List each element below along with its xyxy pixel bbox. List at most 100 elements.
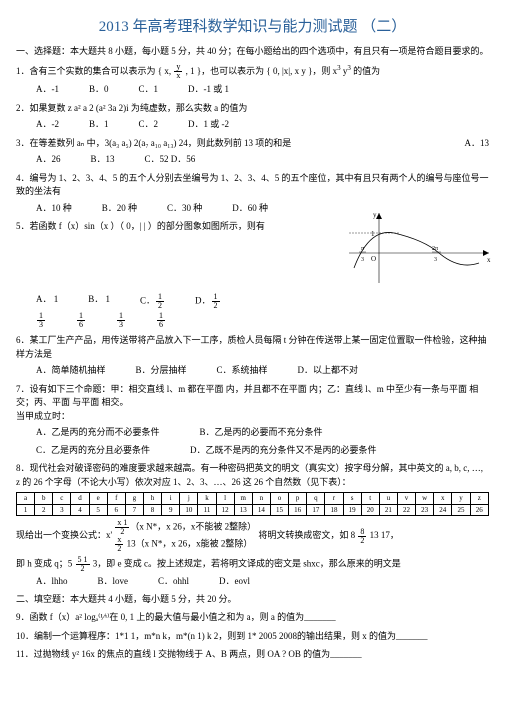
q4-optD: D．60 种 (232, 202, 268, 216)
q5-f2: 16 (76, 312, 86, 329)
cipher-cell: e (89, 493, 107, 504)
q5-text: 5．若函数 f（x）sin（x ）（ 0，| | (16, 221, 148, 231)
q1-optA: A．-1 (36, 83, 59, 97)
q5-options-row1: A． 1 B． 1 C．12 D．12 (36, 293, 489, 310)
cipher-cell: 4 (71, 504, 89, 515)
q3-options: A．26 B．13 C．52 D．56 (36, 153, 489, 167)
cipher-cell: 9 (162, 504, 180, 515)
q7-options-row2: C．乙是丙的充分且必要条件 D．乙既不是丙的充分条件又不是丙的必要条件 (36, 444, 489, 458)
cipher-cell: 12 (216, 504, 234, 515)
cipher-cell: v (397, 493, 415, 504)
cipher-cell: j (180, 493, 198, 504)
q6-optA: A．简单随机抽样 (36, 364, 106, 378)
cipher-cell: x (434, 493, 452, 504)
svg-text:y: y (373, 211, 377, 219)
question-6: 6．某工厂生产产品，用传送带将产品放入下一工序，质检人员每隔 t 分钟在传送带上… (16, 334, 489, 361)
q1-set1b: , 1 }，也可以表示为 { 0, |x|, x y }，则 x (186, 66, 338, 76)
question-9: 9．函数 f（x）a² logₐ⁽¹⁄ˣ⁾在 0, 1 上的最大值与最小值之和为… (16, 611, 489, 625)
q7-optC: C．乙是丙的充分且必要条件 (36, 444, 150, 458)
q8-optB: B．love (98, 575, 129, 589)
cipher-cell: 22 (397, 504, 415, 515)
cipher-cell: d (71, 493, 89, 504)
q8-optA: A．lhho (36, 575, 68, 589)
question-2: 2．如果复数 z a² a 2 (a² 3a 2)i 为纯虚数，那么实数 a 的… (16, 102, 489, 116)
q8-options: A．lhho B．love C．ohhl D．eovl (36, 575, 489, 589)
q6-optD: D．以上都不对 (298, 364, 359, 378)
svg-text:1: 1 (371, 230, 375, 238)
cipher-cell: 20 (361, 504, 379, 515)
q3-optC: C．52 D．56 (145, 153, 196, 167)
cipher-cell: h (143, 493, 161, 504)
q8-mid1: （x N*，x 26，x不能被 2整除） (130, 522, 256, 532)
question-8: 8．现代社会对破译密码的难度要求越来越高。有一种密码把英文的明文（真实文）按字母… (16, 462, 489, 489)
cipher-cell: t (361, 493, 379, 504)
cipher-cell: s (343, 493, 361, 504)
cipher-cell: b (35, 493, 53, 504)
q7-text2: 当甲成立时： (16, 410, 489, 424)
q7-optA: A．乙是丙的充分而不必要条件 (36, 426, 160, 440)
cipher-cell: g (125, 493, 143, 504)
question-4: 4．编号为 1、2、3、4、5 的五个人分别去坐编号为 1、2、3、4、5 的五… (16, 172, 489, 199)
question-7: 7．设有如下三个命题：甲：相交直线 l、m 都在平面 内，并且都不在平面 内；乙… (16, 383, 489, 424)
q1-frac: yx (174, 63, 182, 80)
q1-options: A．-1 B．0 C．1 D．-1 或 1 (36, 83, 489, 97)
q2-optA: A．-2 (36, 118, 59, 132)
cipher-cell: 2 (35, 504, 53, 515)
cipher-cell: 10 (180, 504, 198, 515)
cipher-cell: 13 (234, 504, 252, 515)
cipher-cell: w (416, 493, 434, 504)
q3-tail: A．13 (465, 137, 490, 151)
cipher-cell: y (452, 493, 470, 504)
section1-heading: 一、选择题：本大题共 8 小题，每小题 5 分，共 40 分；在每小题给出的四个… (16, 45, 489, 59)
cipher-row-numbers: 1234567891011121314151617181920212223242… (17, 504, 489, 515)
cipher-cell: q (307, 493, 325, 504)
q5-f4: 16 (156, 312, 166, 329)
q8-linec: 即 h 变成 q；5 (16, 559, 75, 569)
cipher-cell: 1 (17, 504, 35, 515)
q2-optD: D．1 或 -2 (188, 118, 229, 132)
question-3: 3．在等差数列 aₙ 中，3(a₃ a₅) 2(a₇ a₁₀ a₁₃) 24，则… (16, 137, 489, 151)
cipher-cell: a (17, 493, 35, 504)
question-1: 1．含有三个实数的集合可以表示为 { x, yx , 1 }，也可以表示为 { … (16, 63, 489, 80)
sine-graph: O y x 1 π 3 2π 3 (344, 208, 494, 288)
cipher-cell: 15 (270, 504, 288, 515)
cipher-cell: i (162, 493, 180, 504)
q7-options-row1: A．乙是丙的充分而不必要条件 B．乙是丙的必要而不充分条件 (36, 426, 489, 440)
cipher-cell: u (379, 493, 397, 504)
q5-text2: ）的部分图象如图所示，则有 (148, 221, 265, 231)
cipher-cell: o (270, 493, 288, 504)
cipher-cell: m (234, 493, 252, 504)
cipher-cell: 14 (252, 504, 270, 515)
q1-text-a: 1．含有三个实数的集合可以表示为 (16, 66, 156, 76)
question-10: 10．编制一个运算程序：1*1 1，m*n k，m*(n 1) k 2，则到 1… (16, 630, 489, 644)
q3-optB: B．13 (91, 153, 115, 167)
q5-options-row2: 13 16 13 16 (36, 312, 489, 329)
cipher-row-letters: abcdefghijklmnopqrstuvwxyz (17, 493, 489, 504)
question-5: 5．若函数 f（x）sin（x ）（ 0，| | ）的部分图象如图所示，则有 O… (16, 220, 489, 290)
q8-lineb: 13（x N*，x 26，x能被 2整除） (124, 539, 252, 549)
q7-optB: B．乙是丙的必要而不充分条件 (200, 426, 323, 440)
q1-optC: C．1 (139, 83, 159, 97)
cipher-cell: r (325, 493, 343, 504)
cipher-cell: 26 (470, 504, 488, 515)
q2-options: A．-2 B．1 C．2 D．1 或 -2 (36, 118, 489, 132)
q6-optB: B．分层抽样 (136, 364, 187, 378)
cipher-cell: n (252, 493, 270, 504)
cipher-cell: f (107, 493, 125, 504)
q5-rB: B． 1 (88, 293, 110, 310)
q8-tail3: 3，即 e 变成 c。按上述规定，若将明文译成的密文是 shxc，那么原来的明文… (93, 559, 401, 569)
q5-f3: 13 (116, 312, 126, 329)
q8-formula: 现给出一个变换公式：x' x 12（x N*，x 26，x不能被 2整除） x2… (16, 519, 489, 553)
svg-text:π: π (361, 246, 364, 252)
cipher-table: abcdefghijklmnopqrstuvwxyz 1234567891011… (16, 492, 489, 516)
cipher-cell: c (53, 493, 71, 504)
q4-optB: B．20 种 (102, 202, 137, 216)
q6-optC: C．系统抽样 (217, 364, 268, 378)
question-11: 11．过抛物线 y² 16x 的焦点的直线 l 交抛物线于 A、B 两点，则 O… (16, 648, 489, 662)
cipher-cell: p (289, 493, 307, 504)
q3-optA: A．26 (36, 153, 61, 167)
q5-rC: C．12 (140, 293, 165, 310)
cipher-cell: l (216, 493, 234, 504)
section2-heading: 二、填空题：本大题共 4 小题，每小题 5 分，共 20 分。 (16, 593, 489, 607)
svg-text:3: 3 (434, 257, 437, 263)
